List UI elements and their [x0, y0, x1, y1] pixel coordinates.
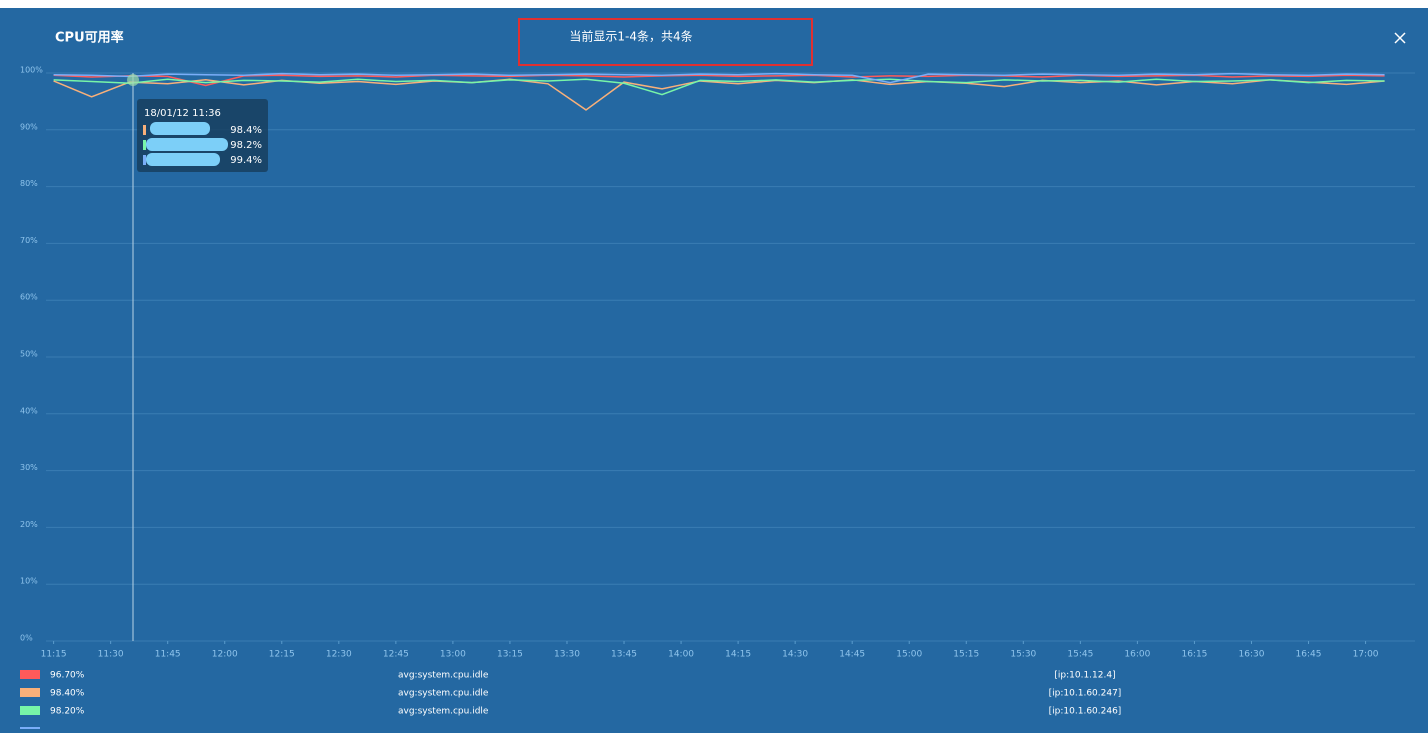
- x-tick-label: 11:30: [98, 650, 124, 660]
- y-tick-label: 100%: [20, 66, 43, 75]
- legend: 96.70% avg:system.cpu.idle [ip:10.1.12.4] 9…: [20, 670, 1121, 729]
- tooltip: 18/01/12 11:36 98.4% 98.2% 99.4%: [137, 99, 268, 172]
- close-button[interactable]: [1394, 32, 1406, 44]
- x-tick-label: 15:30: [1010, 650, 1036, 660]
- x-tick-label: 14:30: [782, 650, 808, 660]
- highlight-box: [518, 18, 813, 66]
- tooltip-value: 98.2%: [230, 140, 262, 151]
- x-tick-label: 14:15: [725, 650, 751, 660]
- x-tick-label: 16:15: [1181, 650, 1207, 660]
- legend-swatch: [20, 688, 40, 697]
- series-line: [53, 72, 1385, 84]
- tooltip-value: 98.4%: [230, 125, 262, 136]
- legend-swatch: [20, 727, 40, 729]
- y-tick-label: 90%: [20, 122, 38, 131]
- x-tick-label: 12:30: [326, 650, 352, 660]
- legend-value: 98.40%: [50, 689, 85, 699]
- x-tick-label: 16:45: [1296, 650, 1322, 660]
- x-tick-label: 13:00: [440, 650, 466, 660]
- legend-name: [ip:10.1.12.4]: [1054, 671, 1115, 681]
- x-tick-label: 13:15: [497, 650, 523, 660]
- x-tick-label: 16:30: [1239, 650, 1265, 660]
- y-tick-label: 40%: [20, 406, 38, 415]
- x-tick-label: 14:00: [668, 650, 694, 660]
- title: CPU可用率: [55, 30, 124, 46]
- x-tick-label: 15:15: [953, 650, 979, 660]
- y-tick-label: 50%: [20, 350, 38, 359]
- plot: 0% 10% 20% 30% 40% 50% 60% 70% 80% 90% 100% 11:15 11…: [20, 66, 1415, 660]
- x-tick-label: 12:15: [269, 650, 295, 660]
- x-tick-label: 17:00: [1353, 650, 1379, 660]
- legend-swatch: [20, 670, 40, 679]
- legend-value: 98.20%: [50, 707, 85, 717]
- legend-swatch: [20, 706, 40, 715]
- y-tick-label: 60%: [20, 293, 38, 302]
- x-tick-label: 13:45: [611, 650, 637, 660]
- legend-name: [ip:10.1.60.247]: [1049, 689, 1122, 699]
- x-tick-label: 15:45: [1067, 650, 1093, 660]
- legend-metric: avg:system.cpu.idle: [398, 671, 489, 681]
- tooltip-time: 18/01/12 11:36: [144, 108, 221, 119]
- x-tick-label: 14:45: [839, 650, 865, 660]
- legend-metric: avg:system.cpu.idle: [398, 689, 489, 699]
- y-tick-label: 0%: [20, 634, 33, 643]
- x-tick-label: 12:45: [383, 650, 409, 660]
- x-tick-label: 12:00: [212, 650, 238, 660]
- hover-dot: [127, 74, 139, 86]
- series-line: [53, 78, 1385, 96]
- notice: 当前显示1-4条，共4条: [569, 29, 692, 44]
- legend-value: 96.70%: [50, 671, 85, 681]
- x-tick-label: 11:15: [41, 650, 67, 660]
- legend-name: [ip:10.1.60.246]: [1049, 707, 1122, 717]
- x-tick-label: 15:00: [896, 650, 922, 660]
- y-tick-label: 10%: [20, 577, 38, 586]
- y-tick-label: 70%: [20, 236, 38, 245]
- x-tick-label: 13:30: [554, 650, 580, 660]
- y-tick-label: 80%: [20, 179, 38, 188]
- x-tick-label: 11:45: [155, 650, 181, 660]
- legend-metric: avg:system.cpu.idle: [398, 707, 489, 717]
- y-tick-label: 30%: [20, 463, 38, 472]
- tooltip-value: 99.4%: [230, 155, 262, 166]
- series-line: [53, 74, 1385, 87]
- y-tick-label: 20%: [20, 520, 38, 529]
- x-tick-label: 16:00: [1124, 650, 1150, 660]
